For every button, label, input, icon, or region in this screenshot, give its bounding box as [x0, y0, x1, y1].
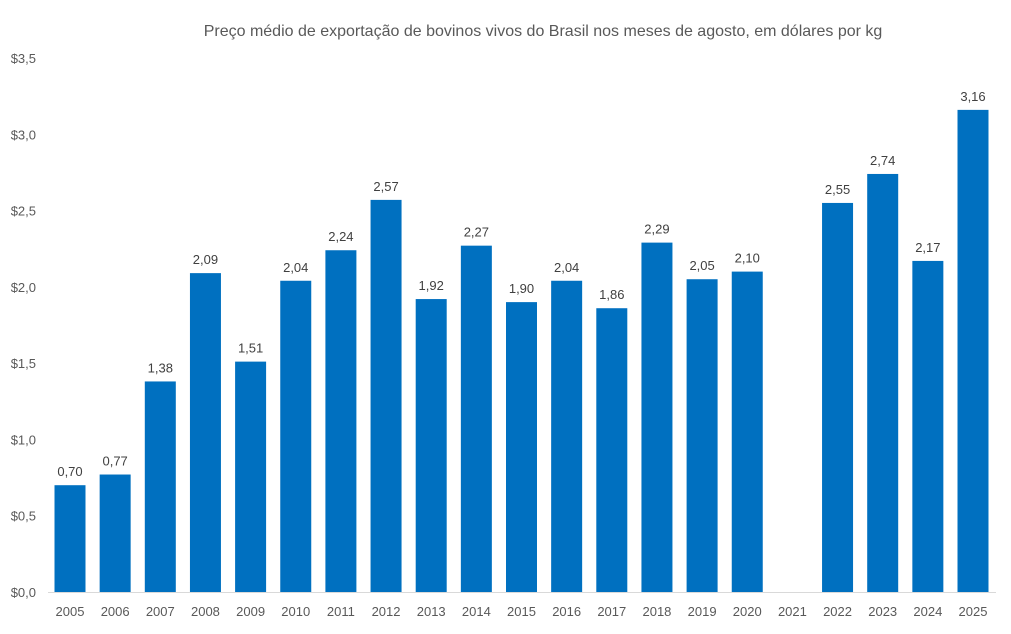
x-tick-label: 2014	[462, 604, 491, 619]
data-label: 1,86	[599, 287, 624, 302]
y-tick-label: $2,0	[11, 280, 36, 295]
x-tick-label: 2006	[101, 604, 130, 619]
bar-2014	[460, 245, 492, 593]
bar-2016	[551, 280, 583, 592]
x-tick-label: 2009	[236, 604, 265, 619]
bar-2018	[641, 242, 673, 592]
y-tick-label: $0,5	[11, 509, 36, 524]
y-tick-label: $1,5	[11, 356, 36, 371]
data-label: 1,90	[509, 281, 534, 296]
x-axis: 2005 2006 2007 2008 2009 2010 2011 2012 2013 2014…	[56, 604, 988, 619]
bar-2006	[99, 474, 131, 592]
bar-2012	[370, 199, 402, 593]
data-label: 2,74	[870, 153, 895, 168]
bar-2019	[686, 279, 718, 592]
data-label: 2,17	[915, 240, 940, 255]
y-tick-label: $1,0	[11, 432, 36, 447]
bars: 0,70 0,77 1,38 2,09 1,51 2,04 2,24 2,57 1,92 2,27…	[54, 89, 989, 593]
data-label: 2,04	[554, 260, 579, 275]
data-label: 2,27	[464, 225, 489, 240]
data-label: 1,51	[238, 341, 263, 356]
data-label: 0,70	[57, 464, 82, 479]
bar-2013	[415, 299, 447, 592]
x-tick-label: 2010	[281, 604, 310, 619]
x-tick-label: 2024	[913, 604, 942, 619]
x-tick-label: 2016	[552, 604, 581, 619]
bar-2005	[54, 485, 86, 592]
x-tick-label: 2019	[688, 604, 717, 619]
y-axis: $0,0 $0,5 $1,0 $1,5 $2,0 $2,5 $3,0 $3,5	[11, 51, 36, 600]
x-tick-label: 2017	[597, 604, 626, 619]
x-tick-label: 2008	[191, 604, 220, 619]
data-label: 2,05	[689, 258, 714, 273]
x-tick-label: 2020	[733, 604, 762, 619]
bar-2009	[235, 361, 267, 592]
x-tick-label: 2015	[507, 604, 536, 619]
bar-2024	[912, 260, 944, 592]
x-tick-label: 2007	[146, 604, 175, 619]
y-tick-label: $3,0	[11, 127, 36, 142]
bar-2023	[867, 173, 899, 592]
bar-2022	[822, 202, 854, 592]
data-label: 2,09	[193, 252, 218, 267]
data-label: 0,77	[102, 454, 127, 469]
bar-2020	[731, 271, 763, 592]
bar-2007	[144, 381, 176, 592]
x-tick-label: 2023	[868, 604, 897, 619]
bar-2010	[280, 280, 312, 592]
data-label: 1,92	[419, 278, 444, 293]
y-tick-label: $3,5	[11, 51, 36, 66]
x-tick-label: 2005	[56, 604, 85, 619]
x-tick-label: 2018	[642, 604, 671, 619]
chart-title: Preço médio de exportação de bovinos viv…	[204, 23, 883, 40]
data-label: 2,10	[735, 251, 760, 266]
data-label: 2,04	[283, 260, 308, 275]
x-tick-label: 2011	[327, 604, 355, 619]
data-label: 1,38	[148, 360, 173, 375]
data-label: 2,29	[644, 222, 669, 237]
bar-2017	[596, 308, 628, 592]
data-label: 3,16	[960, 89, 985, 104]
data-label: 2,24	[328, 229, 353, 244]
x-tick-label: 2022	[823, 604, 852, 619]
y-tick-label: $2,5	[11, 204, 36, 219]
x-tick-label: 2012	[372, 604, 401, 619]
bar-2011	[325, 250, 357, 593]
x-tick-label: 2025	[959, 604, 988, 619]
data-label: 2,55	[825, 182, 850, 197]
y-tick-label: $0,0	[11, 585, 36, 600]
bar-2015	[506, 302, 537, 592]
bar-2025	[957, 109, 989, 593]
bar-2008	[189, 273, 221, 592]
x-tick-label: 2013	[417, 604, 446, 619]
x-tick-label: 2021	[778, 604, 807, 619]
data-label: 2,57	[373, 179, 398, 194]
